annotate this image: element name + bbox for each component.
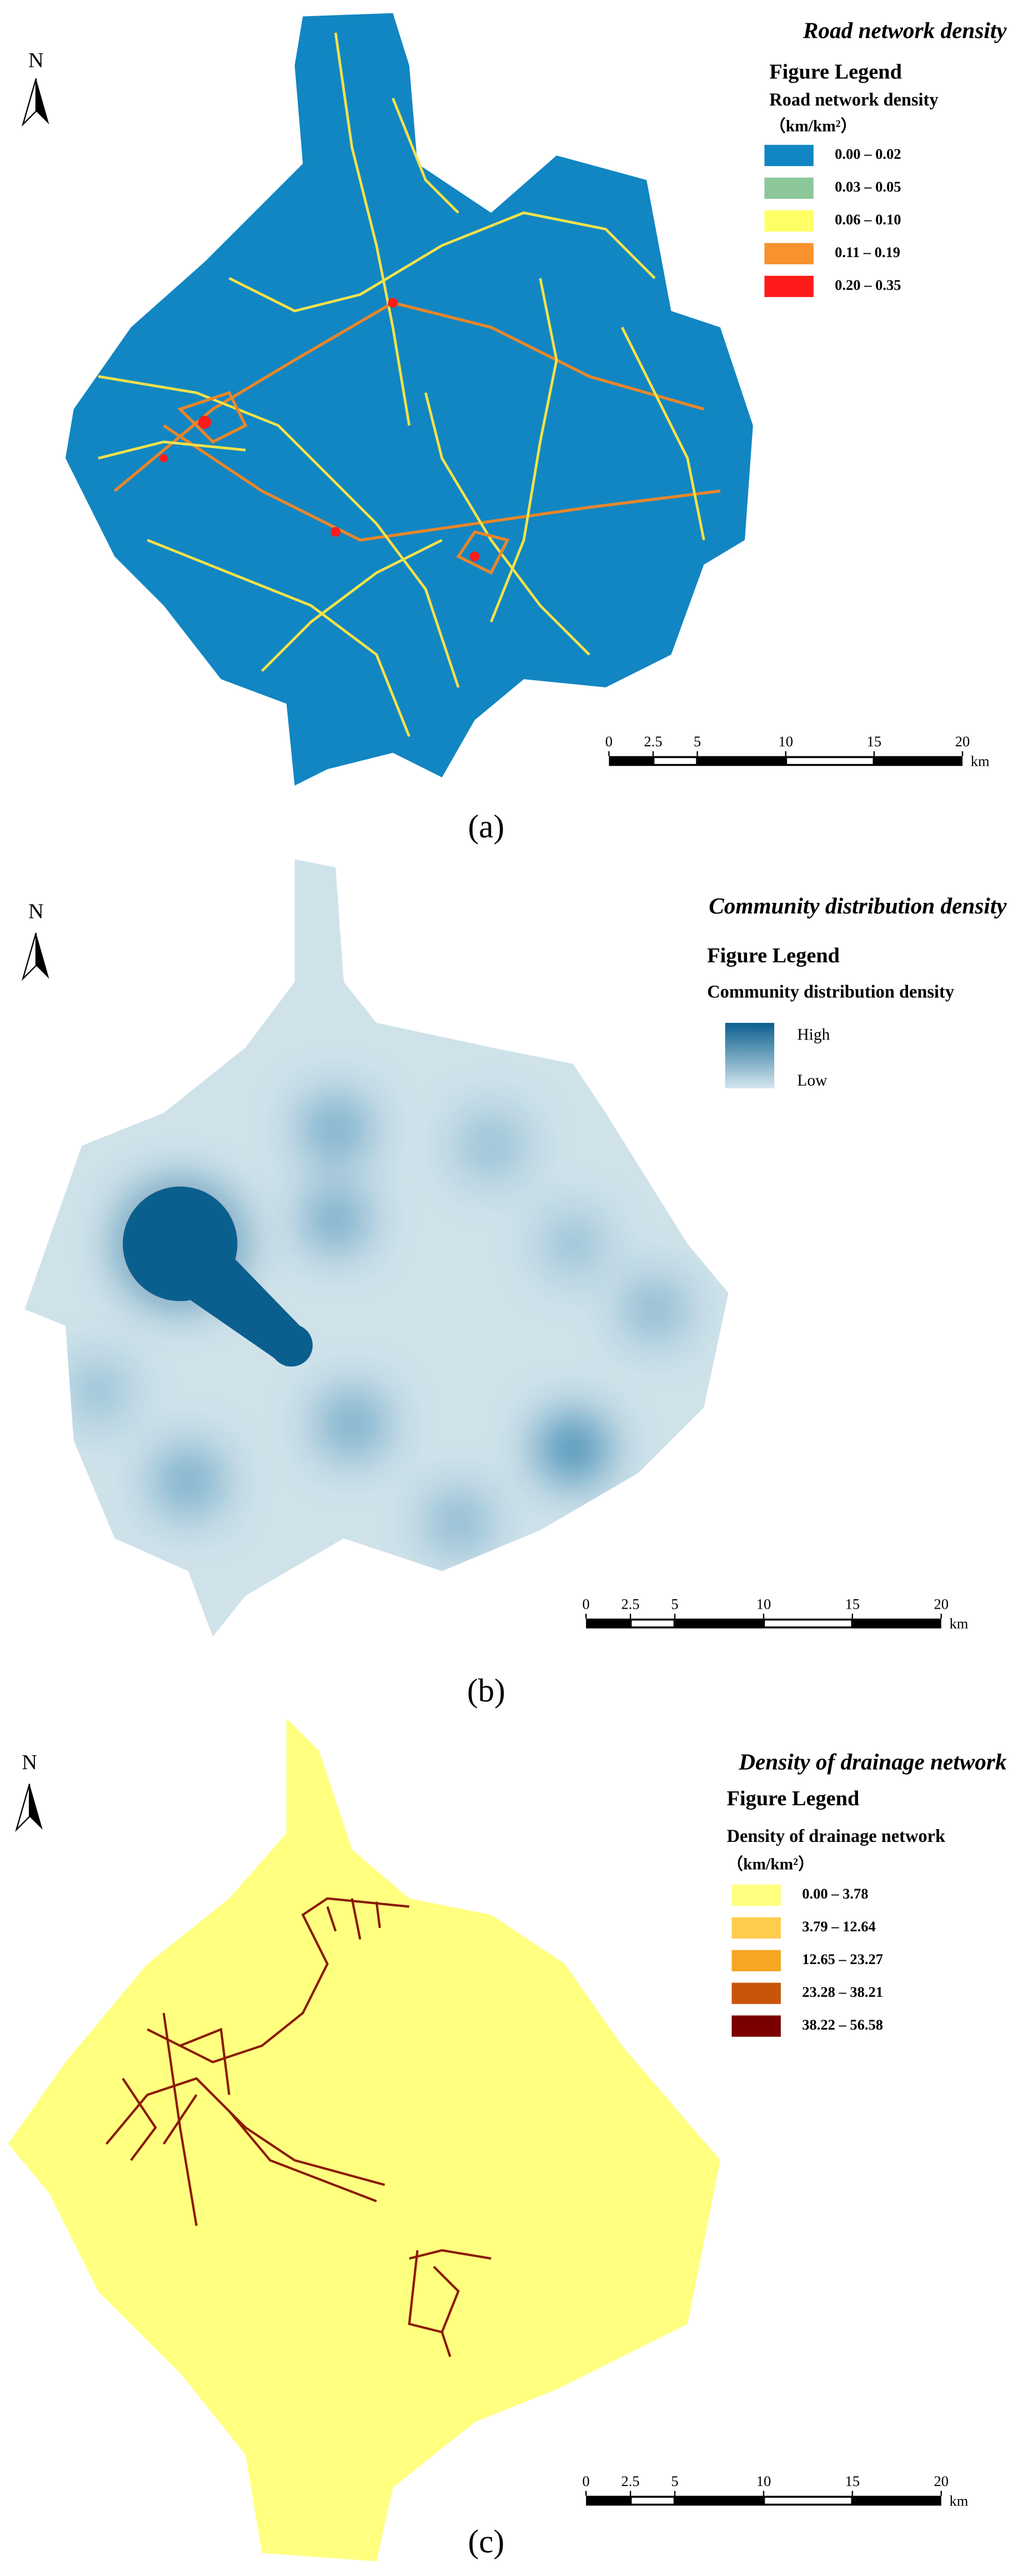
scale-bar	[586, 1618, 941, 1629]
scale-label: 5	[671, 2473, 678, 2489]
scale-label: 10	[756, 1595, 771, 1612]
scale-unit: km	[949, 1615, 968, 1632]
scale-unit: km	[949, 2492, 968, 2509]
north-label: N	[28, 900, 44, 923]
legend-label: 3.79 – 12.64	[802, 1918, 876, 1935]
scale-label: 10	[756, 2473, 771, 2489]
scale-label: 2.5	[621, 2473, 640, 2489]
scale-segment	[631, 1620, 674, 1626]
legend-low: Low	[797, 1072, 828, 1089]
scale-label: 20	[955, 733, 970, 750]
scale-label: 2.5	[644, 733, 662, 750]
scale-segment	[654, 758, 696, 764]
legend-label: 0.06 – 0.10	[835, 211, 901, 228]
legend-heading: Figure Legend	[769, 60, 902, 83]
legend-swatch	[764, 210, 814, 232]
roads	[98, 32, 721, 737]
scale-segment	[765, 1620, 851, 1626]
scale-unit: km	[971, 753, 990, 770]
legend-title: Community distribution density	[707, 982, 954, 1002]
scale-bar	[609, 756, 963, 766]
legend-label: 38.22 – 56.58	[802, 2016, 883, 2033]
map-title: Community distribution density	[709, 893, 1007, 918]
legend-label: 0.20 – 0.35	[835, 277, 901, 293]
legend-swatch	[764, 177, 814, 199]
legend-gradient	[725, 1023, 775, 1088]
legend-title: Road network density	[769, 90, 938, 110]
legend-label: 0.00 – 3.78	[802, 1885, 868, 1902]
legend-swatch	[731, 2015, 781, 2037]
map-title: Road network density	[803, 17, 1007, 43]
scale-segment	[765, 2498, 851, 2504]
scale-segment	[787, 758, 873, 764]
scale-label: 2.5	[621, 1595, 640, 1612]
scale-bar	[586, 2495, 941, 2506]
scale-label: 15	[867, 733, 882, 750]
scale-segment	[631, 2498, 674, 2504]
map-area	[8, 1718, 720, 2562]
scale-label: 5	[694, 733, 701, 750]
north-label: N	[22, 1751, 37, 1774]
legend-unit: （km/km²）	[769, 117, 857, 135]
scale-label: 20	[934, 1595, 949, 1612]
legend-swatch	[731, 1884, 781, 1906]
legend-unit: （km/km²）	[727, 1855, 815, 1874]
legend-title: Density of drainage network	[727, 1826, 945, 1846]
legend-swatch	[731, 1982, 781, 2004]
density-surface	[24, 859, 729, 1637]
road-hotspots	[159, 298, 480, 561]
drainage-lines	[106, 1897, 492, 2357]
legend-label: 0.00 – 0.02	[835, 145, 901, 162]
legend-label: 23.28 – 38.21	[802, 1984, 883, 2000]
caption: (b)	[467, 1672, 505, 1709]
legend-swatch	[764, 275, 814, 297]
legend-label: 12.65 – 23.27	[802, 1951, 883, 1967]
scale-label: 5	[671, 1595, 678, 1612]
legend-high: High	[797, 1026, 830, 1043]
scale-label: 0	[583, 1595, 590, 1612]
map-title: Density of drainage network	[738, 1749, 1007, 1775]
scale-label: 0	[605, 733, 613, 750]
legend-label: 0.03 – 0.05	[835, 178, 901, 195]
scale-label: 20	[934, 2473, 949, 2489]
legend-swatch	[764, 144, 814, 167]
scale-label: 0	[583, 2473, 590, 2489]
legend-swatch	[731, 1917, 781, 1939]
legend-swatch	[764, 243, 814, 264]
scale-label: 10	[778, 733, 793, 750]
north-label: N	[28, 49, 44, 72]
caption: (c)	[468, 2523, 504, 2560]
legend-label: 0.11 – 0.19	[835, 244, 900, 260]
scale-label: 15	[845, 2473, 860, 2489]
caption: (a)	[468, 808, 504, 845]
legend-swatch	[731, 1950, 781, 1971]
map-area	[65, 13, 753, 786]
legend-heading: Figure Legend	[707, 944, 840, 967]
north-arrow	[15, 78, 49, 1832]
legend-heading: Figure Legend	[727, 1787, 860, 1810]
scale-label: 15	[845, 1595, 860, 1612]
